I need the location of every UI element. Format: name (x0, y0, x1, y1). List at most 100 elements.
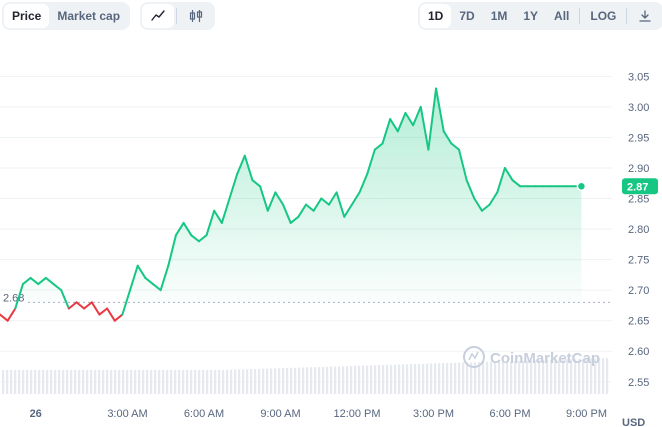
price-line-segment (44, 276, 55, 286)
price-line-segment (220, 197, 231, 224)
price-line-segment (473, 197, 483, 212)
volume-bar (166, 370, 169, 394)
price-line-segment (14, 283, 24, 310)
volume-bar (490, 361, 493, 394)
volume-bar (90, 370, 93, 394)
market-cap-tab[interactable]: Market cap (57, 9, 121, 23)
download-icon[interactable] (629, 4, 661, 28)
volume-bar (362, 365, 365, 394)
volume-bar (266, 368, 269, 394)
x-tick-label: 6:00 PM (490, 408, 531, 420)
price-line-segment (190, 234, 200, 243)
volume-bar (30, 370, 33, 394)
x-axis: 26 3:00 AM 6:00 AM 9:00 AM 12:00 PM 3:00 PM 6:… (30, 408, 607, 420)
volume-bar (542, 360, 545, 394)
volume-bar (298, 367, 301, 394)
range-all-button[interactable]: All (554, 9, 570, 23)
range-1m-button[interactable]: 1M (490, 9, 508, 23)
volume-bar (378, 365, 381, 394)
volume-bar (510, 361, 513, 394)
volume-bar (550, 359, 553, 394)
log-scale-button[interactable]: LOG (590, 9, 617, 23)
price-line-segment (465, 179, 476, 200)
volume-bar (114, 370, 117, 394)
volume-bar (26, 370, 29, 394)
y-tick-label: 2.90 (628, 163, 649, 175)
volume-bar (106, 370, 109, 394)
price-line-segment (496, 166, 506, 194)
volume-bar (526, 360, 529, 394)
range-7d-button[interactable]: 7D (459, 9, 475, 23)
volume-bar (14, 370, 17, 394)
volume-bar (74, 370, 77, 394)
volume-bar (246, 369, 249, 394)
watermark-text: CoinMarketCap (490, 350, 600, 367)
y-tick-label: 2.60 (628, 346, 649, 358)
volume-bar (34, 370, 37, 394)
watermark: CoinMarketCap (463, 346, 600, 368)
volume-bar (226, 369, 229, 394)
price-line-segment (6, 307, 17, 322)
price-chart[interactable]: CoinMarketCap 2.68 3.053.002.952.902.852… (0, 38, 662, 427)
volume-bar (418, 363, 421, 394)
volume-bar (430, 363, 433, 394)
volume-bar (214, 370, 217, 394)
y-axis: 3.05 3.00 2.95 2.90 2.85 2.80 2.75 2.70 2.65 2.60… (628, 71, 649, 388)
x-tick-label: 12:00 PM (333, 408, 380, 420)
price-line-segment (266, 191, 277, 212)
price-line-segment (511, 179, 522, 188)
x-tick-label: 9:00 PM (566, 408, 607, 420)
currency-unit-label: USD (622, 417, 645, 427)
volume-bar (258, 368, 261, 394)
volume-bar (206, 370, 209, 394)
volume-bar (354, 365, 357, 394)
volume-bar (86, 370, 89, 394)
volume-bar (582, 358, 585, 394)
volume-bar (442, 363, 445, 394)
y-tick-label: 2.85 (628, 194, 649, 206)
price-line-segment (98, 307, 109, 316)
price-tab[interactable]: Price (4, 4, 50, 28)
volume-bar (154, 370, 157, 394)
volume-bar (98, 370, 101, 394)
price-line-segment (312, 197, 323, 212)
line-chart-icon[interactable] (142, 4, 174, 28)
volume-bar (462, 362, 465, 394)
volume-bar (54, 370, 57, 394)
range-1y-button[interactable]: 1Y (523, 9, 539, 23)
volume-bar (390, 364, 393, 394)
range-1d-button[interactable]: 1D (420, 4, 452, 28)
divider (626, 8, 628, 24)
volume-bar (110, 370, 113, 394)
price-line-segment (343, 203, 353, 218)
volume-bar (234, 369, 237, 394)
price-line-segment (327, 191, 338, 206)
volume-bar (250, 369, 253, 394)
volume-bar (382, 365, 385, 394)
volume-bar (414, 364, 417, 394)
reference-price-label: 2.68 (3, 292, 24, 304)
y-tick-label: 2.70 (628, 285, 649, 297)
volume-bar (438, 363, 441, 394)
price-line-segment (458, 148, 468, 182)
volume-bar (130, 370, 133, 394)
volume-bar (6, 370, 9, 394)
volume-bar (558, 359, 561, 394)
price-line-segment (396, 111, 407, 133)
time-range-selector: 1D 7D 1M 1Y All LOG (418, 2, 662, 30)
volume-bar (222, 369, 225, 394)
volume-bar (330, 366, 333, 394)
volume-bar (530, 360, 533, 394)
volume-bar (498, 361, 501, 394)
volume-bar (326, 366, 329, 394)
candlestick-icon[interactable] (179, 4, 213, 28)
volume-bar (594, 358, 597, 394)
volume-bar (42, 370, 45, 394)
volume-bar (278, 368, 281, 394)
price-marketcap-toggle: Price Market cap (2, 2, 131, 30)
volume-bar (294, 367, 297, 394)
chart-type-toggle (140, 2, 215, 30)
price-line-segment (167, 234, 177, 267)
volume-bar (242, 369, 245, 394)
price-line-segment (480, 203, 491, 212)
